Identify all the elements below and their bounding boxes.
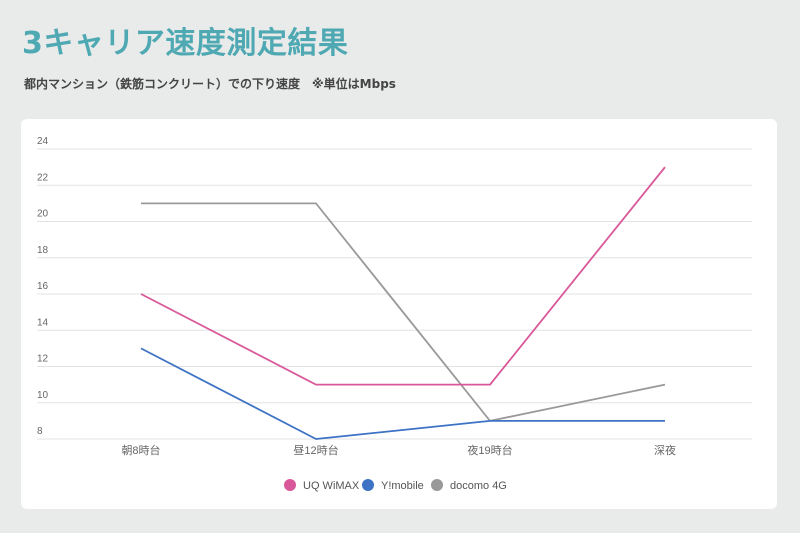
legend-marker[interactable] (362, 479, 374, 491)
x-tick-label: 朝8時台 (121, 443, 160, 457)
y-tick-label: 18 (37, 245, 49, 256)
chart-subtitle: 都内マンション（鉄筋コンクリート）での下り速度 ※単位はMbps (24, 77, 396, 91)
y-tick-label: 22 (37, 172, 49, 183)
series-line-y-mobile (140, 347, 665, 440)
legend-label[interactable]: UQ WiMAX (303, 480, 360, 492)
y-tick-label: 10 (37, 390, 49, 401)
line-chart: 8 10 12 14 16 18 20 22 24 朝8時台 昼12時台 夜19時台 深夜 UQ WiMA… (37, 136, 752, 492)
y-tick-label: 20 (37, 209, 49, 220)
chart-card: 8 10 12 14 16 18 20 22 24 朝8時台 昼12時台 夜19時台 深夜 UQ WiMA… (21, 119, 777, 509)
page-title: 3キャリア速度測定結果 (22, 26, 349, 61)
y-tick-label: 16 (37, 281, 49, 292)
y-tick-label: 24 (37, 136, 49, 147)
x-tick-label: 昼12時台 (293, 443, 338, 457)
series-line-uq-wimax (140, 166, 666, 386)
legend-label[interactable]: Y!mobile (381, 480, 424, 492)
x-tick-label: 深夜 (654, 443, 676, 457)
x-tick-label: 夜19時台 (467, 443, 512, 457)
legend-marker[interactable] (431, 479, 443, 491)
legend-marker[interactable] (284, 479, 296, 491)
y-tick-label: 8 (37, 426, 43, 437)
series-line-docomo-4g (141, 202, 666, 422)
y-tick-label: 12 (37, 354, 49, 365)
y-tick-label: 14 (37, 317, 49, 328)
legend-label[interactable]: docomo 4G (450, 480, 507, 492)
